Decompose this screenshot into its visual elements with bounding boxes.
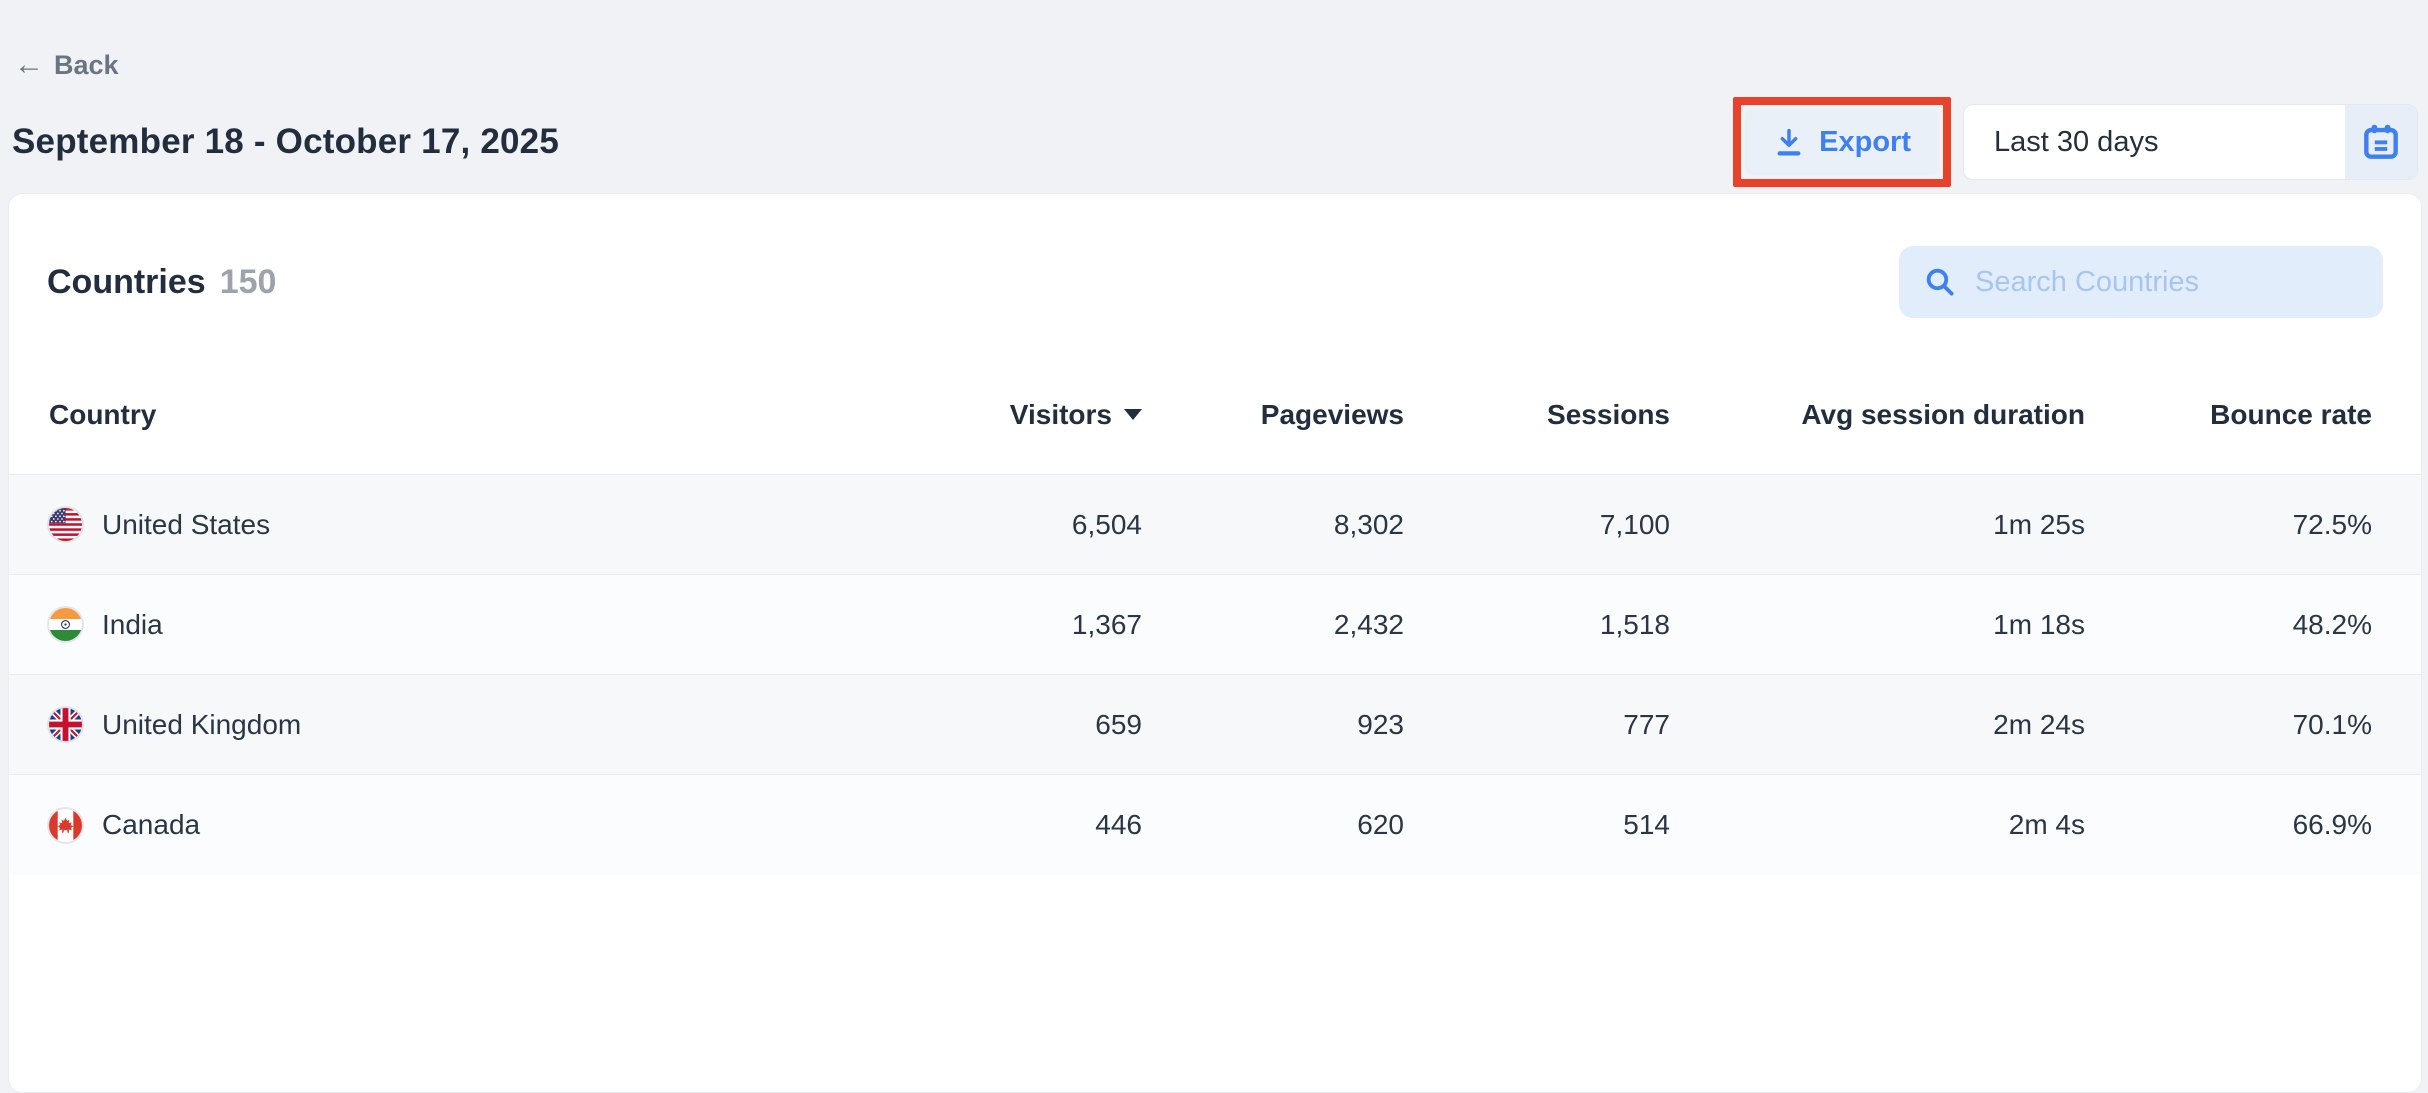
table-row-united-kingdom[interactable]: United Kingdom 659 923 777 2m 24s 70.1%	[9, 675, 2421, 775]
page-header: September 18 - October 17, 2025 Export L…	[12, 95, 2418, 189]
search-countries-input[interactable]	[1975, 265, 2359, 299]
table-row-united-states[interactable]: United States 6,504 8,302 7,100 1m 25s 7…	[9, 475, 2421, 575]
india-flag-icon	[49, 608, 82, 641]
bounce-rate-value: 72.5%	[2292, 508, 2372, 540]
page-title: September 18 - October 17, 2025	[12, 122, 560, 161]
sessions-value: 777	[1623, 708, 1670, 740]
export-annotation-highlight: Export	[1733, 97, 1951, 187]
sessions-value: 1,518	[1599, 608, 1670, 640]
search-countries-box[interactable]	[1899, 246, 2383, 318]
search-icon	[1926, 268, 1954, 296]
canada-flag-icon	[49, 808, 82, 842]
pageviews-value: 620	[1357, 809, 1404, 840]
back-arrow-icon: ←	[14, 47, 44, 81]
avg-session-duration-value: 2m 24s	[1993, 708, 2085, 740]
table-row-india[interactable]: India 1,367 2,432 1,518 1m 18s 48.2%	[9, 575, 2421, 675]
us-flag-icon	[49, 508, 82, 541]
uk-flag-icon	[49, 708, 82, 741]
avg-session-duration-value: 1m 18s	[1993, 608, 2085, 640]
pageviews-value: 923	[1357, 708, 1404, 740]
export-button[interactable]: Export	[1745, 109, 1939, 175]
panel-header: Countries 150	[9, 194, 2421, 318]
pageviews-value: 2,432	[1333, 608, 1404, 640]
column-header-pageviews[interactable]: Pageviews	[1260, 398, 1404, 430]
date-range-value: Last 30 days	[1994, 125, 2159, 158]
pageviews-value: 8,302	[1333, 508, 1404, 540]
header-controls: Export Last 30 days	[1733, 97, 2418, 187]
sort-desc-icon	[1124, 409, 1142, 420]
country-name: India	[102, 608, 163, 640]
sessions-value: 514	[1623, 809, 1670, 840]
back-label: Back	[54, 50, 119, 80]
bounce-rate-value: 70.1%	[2292, 708, 2372, 740]
visitors-value: 6,504	[1071, 508, 1142, 540]
country-name: United Kingdom	[102, 708, 302, 740]
country-name: Canada	[102, 809, 201, 840]
back-link[interactable]: ← Back	[14, 47, 119, 81]
column-header-avg-session-duration[interactable]: Avg session duration	[1801, 398, 2085, 430]
countries-panel: Countries 150 Country Visitors Pageviews…	[8, 193, 2422, 1093]
panel-title: Countries	[47, 262, 206, 301]
countries-count-badge: 150	[219, 262, 277, 301]
visitors-value: 659	[1095, 708, 1142, 740]
download-icon	[1777, 128, 1801, 156]
table-header-row: Country Visitors Pageviews Sessions Avg …	[9, 355, 2421, 475]
column-header-bounce-rate[interactable]: Bounce rate	[2210, 398, 2372, 430]
avg-session-duration-value: 2m 4s	[2008, 809, 2085, 840]
sessions-value: 7,100	[1599, 508, 1670, 540]
column-header-visitors[interactable]: Visitors	[862, 399, 1142, 431]
calendar-icon	[2364, 124, 2398, 159]
bounce-rate-value: 48.2%	[2292, 608, 2372, 640]
export-label: Export	[1819, 125, 1911, 158]
column-header-country[interactable]: Country	[49, 398, 157, 430]
avg-session-duration-value: 1m 25s	[1993, 508, 2085, 540]
bounce-rate-value: 66.9%	[2292, 809, 2372, 840]
date-range-picker[interactable]: Last 30 days	[1963, 104, 2418, 180]
column-header-sessions[interactable]: Sessions	[1547, 398, 1670, 430]
visitors-value: 446	[1095, 809, 1142, 840]
country-name: United States	[102, 508, 271, 540]
calendar-button[interactable]	[2345, 105, 2417, 179]
table-row-canada[interactable]: Canada 446 620 514 2m 4s 66.9%	[9, 775, 2421, 875]
visitors-value: 1,367	[1071, 608, 1142, 640]
